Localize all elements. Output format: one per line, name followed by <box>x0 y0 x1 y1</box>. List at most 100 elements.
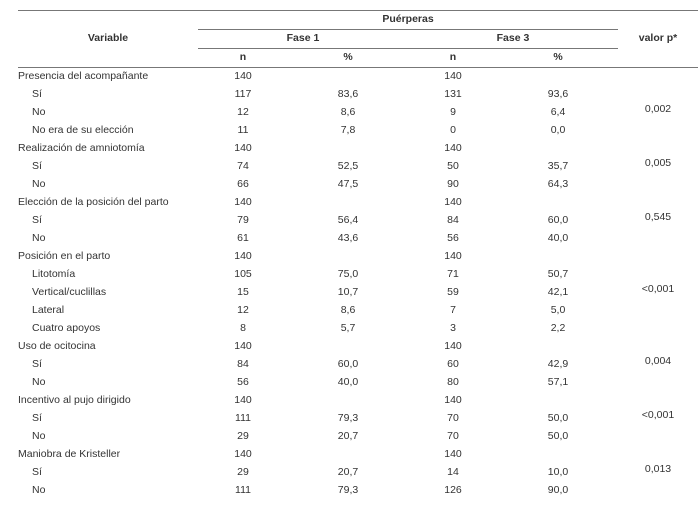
group-label: Uso de ocitocina <box>18 338 198 356</box>
cell-empty <box>618 68 698 87</box>
group-n3: 140 <box>408 338 498 356</box>
group-n3: 140 <box>408 140 498 158</box>
item-p1: 79,3 <box>288 482 408 500</box>
group-n1: 140 <box>198 140 288 158</box>
item-p3: 10,0 <box>498 464 618 482</box>
item-label: Cuatro apoyos <box>18 320 198 338</box>
item-row: No era de su elección117,800,0 <box>18 122 698 140</box>
item-n3: 126 <box>408 482 498 500</box>
p-value: 0,002 <box>618 104 698 140</box>
group-n1: 140 <box>198 446 288 464</box>
cell-empty <box>498 68 618 87</box>
cell-empty <box>618 392 698 410</box>
item-n3: 3 <box>408 320 498 338</box>
cell-empty <box>288 338 408 356</box>
header-pvalue: valor p* <box>618 11 698 68</box>
item-p1: 20,7 <box>288 464 408 482</box>
group-n3: 140 <box>408 248 498 266</box>
item-label: Sí <box>18 86 198 104</box>
cell-empty <box>618 248 698 266</box>
header-pct1: % <box>288 49 408 68</box>
header-n3: n <box>408 49 498 68</box>
header-n1: n <box>198 49 288 68</box>
item-p1: 10,7 <box>288 284 408 302</box>
cell-empty <box>498 248 618 266</box>
item-n1: 15 <box>198 284 288 302</box>
table-body: Presencia del acompañante140140Sí11783,6… <box>18 68 698 501</box>
item-label: Lateral <box>18 302 198 320</box>
group-n1: 140 <box>198 194 288 212</box>
item-p1: 60,0 <box>288 356 408 374</box>
cell-empty <box>288 392 408 410</box>
item-n1: 29 <box>198 428 288 446</box>
cell-empty <box>618 338 698 356</box>
item-label: Sí <box>18 356 198 374</box>
group-n1: 140 <box>198 338 288 356</box>
group-row: Realización de amniotomía140140 <box>18 140 698 158</box>
item-row: Sí7956,48460,00,545 <box>18 212 698 230</box>
item-p1: 7,8 <box>288 122 408 140</box>
item-n1: 61 <box>198 230 288 248</box>
header-variable: Variable <box>18 11 198 68</box>
item-p1: 56,4 <box>288 212 408 230</box>
item-n3: 60 <box>408 356 498 374</box>
item-n1: 105 <box>198 266 288 284</box>
item-label: No <box>18 374 198 392</box>
item-p3: 50,0 <box>498 410 618 428</box>
item-n1: 117 <box>198 86 288 104</box>
group-n3: 140 <box>408 392 498 410</box>
item-n3: 90 <box>408 176 498 194</box>
cell-empty <box>498 392 618 410</box>
cell-empty <box>618 266 698 284</box>
item-n3: 0 <box>408 122 498 140</box>
item-n3: 70 <box>408 410 498 428</box>
item-p1: 8,6 <box>288 104 408 122</box>
item-n1: 8 <box>198 320 288 338</box>
item-p3: 50,7 <box>498 266 618 284</box>
item-label: Sí <box>18 464 198 482</box>
item-p3: 0,0 <box>498 122 618 140</box>
item-row: No2920,77050,0 <box>18 428 698 446</box>
item-label: No <box>18 428 198 446</box>
item-row: No6647,59064,3 <box>18 176 698 194</box>
cell-empty <box>618 140 698 158</box>
item-n1: 12 <box>198 302 288 320</box>
item-n3: 84 <box>408 212 498 230</box>
item-label: No era de su elección <box>18 122 198 140</box>
cell-empty <box>498 140 618 158</box>
cell-empty <box>498 446 618 464</box>
group-row: Posición en el parto140140 <box>18 248 698 266</box>
item-label: No <box>18 230 198 248</box>
item-p3: 90,0 <box>498 482 618 500</box>
item-p1: 52,5 <box>288 158 408 176</box>
item-label: No <box>18 482 198 500</box>
item-p3: 60,0 <box>498 212 618 230</box>
group-n1: 140 <box>198 248 288 266</box>
p-value: <0,001 <box>618 410 698 446</box>
item-p3: 64,3 <box>498 176 618 194</box>
item-row: Sí7452,55035,70,005 <box>18 158 698 176</box>
item-row: No5640,08057,1 <box>18 374 698 392</box>
group-label: Incentivo al pujo dirigido <box>18 392 198 410</box>
group-n1: 140 <box>198 68 288 87</box>
item-p1: 79,3 <box>288 410 408 428</box>
item-p3: 5,0 <box>498 302 618 320</box>
item-p3: 40,0 <box>498 230 618 248</box>
item-n1: 111 <box>198 482 288 500</box>
item-label: Sí <box>18 212 198 230</box>
group-label: Maniobra de Kristeller <box>18 446 198 464</box>
cell-empty <box>618 86 698 104</box>
cell-empty <box>288 446 408 464</box>
item-n3: 131 <box>408 86 498 104</box>
item-n3: 7 <box>408 302 498 320</box>
item-p1: 5,7 <box>288 320 408 338</box>
item-label: No <box>18 176 198 194</box>
cell-empty <box>618 194 698 212</box>
item-p1: 20,7 <box>288 428 408 446</box>
item-p1: 43,6 <box>288 230 408 248</box>
item-n1: 111 <box>198 410 288 428</box>
item-p3: 6,4 <box>498 104 618 122</box>
header-phase1: Fase 1 <box>198 30 408 49</box>
item-n3: 56 <box>408 230 498 248</box>
item-n3: 50 <box>408 158 498 176</box>
